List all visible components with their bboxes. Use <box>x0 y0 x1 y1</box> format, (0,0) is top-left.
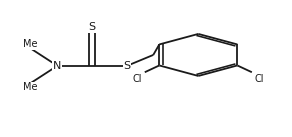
Text: N: N <box>53 61 62 71</box>
Text: Cl: Cl <box>254 74 264 84</box>
Text: S: S <box>124 61 131 71</box>
Text: Me: Me <box>22 39 37 49</box>
Text: S: S <box>89 22 96 32</box>
Text: Me: Me <box>22 82 37 92</box>
Text: Cl: Cl <box>133 74 142 84</box>
